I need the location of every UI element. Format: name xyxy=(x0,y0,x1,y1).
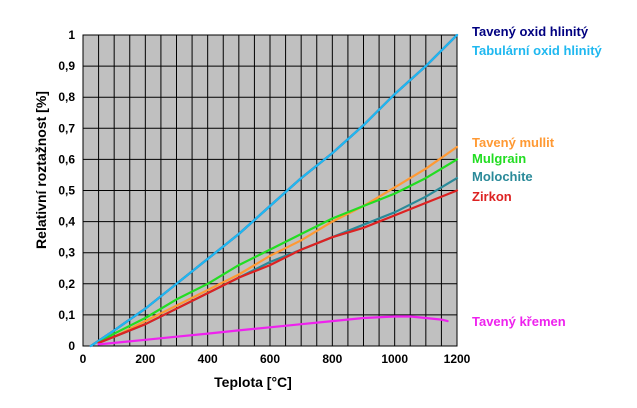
y-tick-label: 0,6 xyxy=(58,152,75,166)
x-axis-label: Teplota [°C] xyxy=(214,374,292,390)
legend-entry: Tavený mullit xyxy=(472,135,555,150)
legend-entry: Molochite xyxy=(472,169,533,184)
legend: Tavený oxid hlinitý Tabulární oxid hlinit… xyxy=(472,24,603,329)
legend-entry: Tabulární oxid hlinitý xyxy=(472,43,603,58)
legend-entry: Tavený křemen xyxy=(472,314,566,329)
y-tick-label: 0,9 xyxy=(58,59,75,73)
y-axis-ticks: 0 0,1 0,2 0,3 0,4 0,5 0,6 0,7 0,8 0,9 1 xyxy=(58,28,75,353)
y-axis-label: Relativní roztažnost [%] xyxy=(33,91,49,249)
series-line-2 xyxy=(97,145,459,344)
series-line-5 xyxy=(97,189,459,344)
y-tick-label: 0 xyxy=(68,339,75,353)
x-tick-label: 200 xyxy=(135,352,155,366)
legend-entry: Mulgrain xyxy=(472,151,526,166)
y-tick-label: 0,1 xyxy=(58,308,75,322)
legend-entry: Zirkon xyxy=(472,189,512,204)
x-tick-label: 800 xyxy=(322,352,342,366)
y-tick-label: 0,8 xyxy=(58,90,75,104)
series-lines xyxy=(89,33,459,348)
x-tick-label: 400 xyxy=(198,352,218,366)
legend-entry: Tavený oxid hlinitý xyxy=(472,24,589,39)
x-tick-label: 600 xyxy=(260,352,280,366)
series-line-3 xyxy=(97,158,459,344)
x-tick-label: 1000 xyxy=(381,352,408,366)
y-tick-label: 1 xyxy=(68,28,75,42)
y-tick-label: 0,4 xyxy=(58,215,75,229)
grid-lines xyxy=(83,35,457,346)
x-axis-ticks: 0 200 400 600 800 1000 1200 xyxy=(80,352,471,366)
y-tick-label: 0,7 xyxy=(58,121,75,135)
y-tick-label: 0,3 xyxy=(58,246,75,260)
y-tick-label: 0,5 xyxy=(58,184,75,198)
series-line-6 xyxy=(97,315,449,346)
x-tick-label: 1200 xyxy=(444,352,471,366)
y-tick-label: 0,2 xyxy=(58,277,75,291)
x-tick-label: 0 xyxy=(80,352,87,366)
series-line-1 xyxy=(89,33,459,348)
